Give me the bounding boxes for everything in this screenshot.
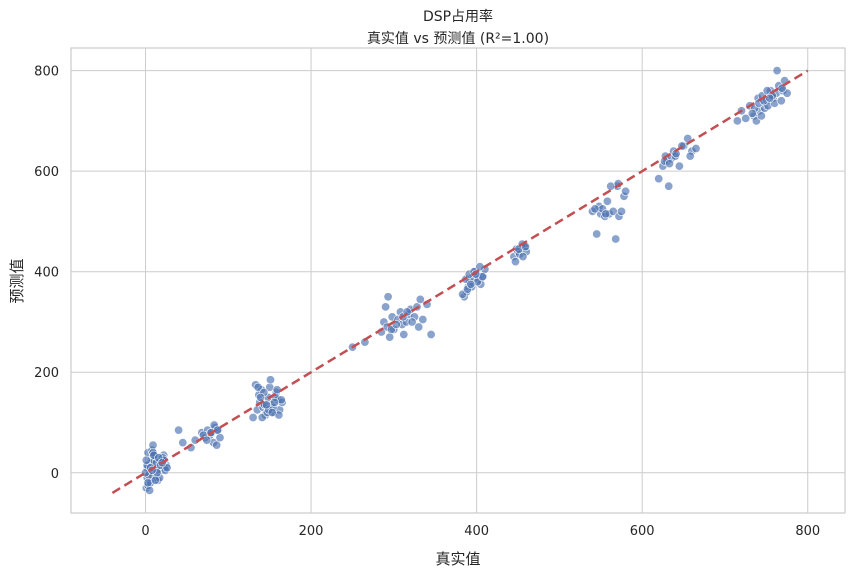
x-axis-title: 真实值 [435,550,480,568]
data-point [360,337,370,347]
data-point [602,196,612,206]
data-point [592,229,602,239]
data-point [772,66,782,76]
data-point [174,425,184,435]
y-axis-title: 预测值 [8,258,26,303]
data-point [747,108,757,118]
data-point [765,93,775,103]
data-point [776,96,786,106]
data-point [178,438,188,448]
data-point [261,400,271,410]
y-tick-labels: 0 200 400 600 800 [34,65,59,482]
data-point [256,392,266,402]
data-point [621,186,631,196]
data-point [267,407,277,417]
data-point [510,257,520,267]
data-point [590,204,600,214]
data-point [212,440,222,450]
y-tick-label: 800 [34,65,59,80]
x-tick-label: 600 [630,524,655,539]
reference-line-y-equals-x [111,69,809,494]
data-point [385,332,395,342]
data-point [664,159,674,169]
chart-title: DSP占用率 [423,8,493,25]
data-point [407,317,417,327]
x-tick-label: 0 [141,524,149,539]
data-point [616,206,626,216]
x-tick-labels: 0 200 400 600 800 [141,524,820,539]
grid-lines [71,48,845,513]
chart-subtitle: 真实值 vs 预测值 (R²=1.00) [367,31,549,47]
data-point [674,161,684,171]
data-point [270,397,280,407]
data-point [383,292,393,302]
data-point [426,329,436,339]
x-tick-label: 200 [299,524,324,539]
data-point [466,279,476,289]
data-point [415,294,425,304]
y-tick-label: 0 [51,467,59,482]
data-point [732,116,742,126]
data-point [145,485,155,495]
data-point [414,322,424,332]
data-point [141,455,151,465]
data-point [611,234,621,244]
data-point [213,425,223,435]
data-point [148,440,158,450]
y-tick-label: 600 [34,165,59,180]
y-tick-label: 400 [34,266,59,281]
data-point [253,382,263,392]
x-tick-label: 400 [464,524,489,539]
data-point [150,475,160,485]
data-point [202,435,212,445]
data-point [399,329,409,339]
data-points [141,66,792,495]
x-tick-label: 800 [795,524,820,539]
data-point [601,209,611,219]
data-point [418,314,428,324]
data-point [691,144,701,154]
data-point [654,174,664,184]
data-point [685,151,695,161]
plot-area-frame [70,47,846,514]
data-point [215,433,225,443]
data-point [606,181,616,191]
data-point [265,375,275,385]
y-tick-label: 200 [34,366,59,381]
data-point [664,181,674,191]
data-point [518,252,528,262]
data-point [248,412,258,422]
data-point [741,113,751,123]
data-point [381,302,391,312]
data-point [756,111,766,121]
